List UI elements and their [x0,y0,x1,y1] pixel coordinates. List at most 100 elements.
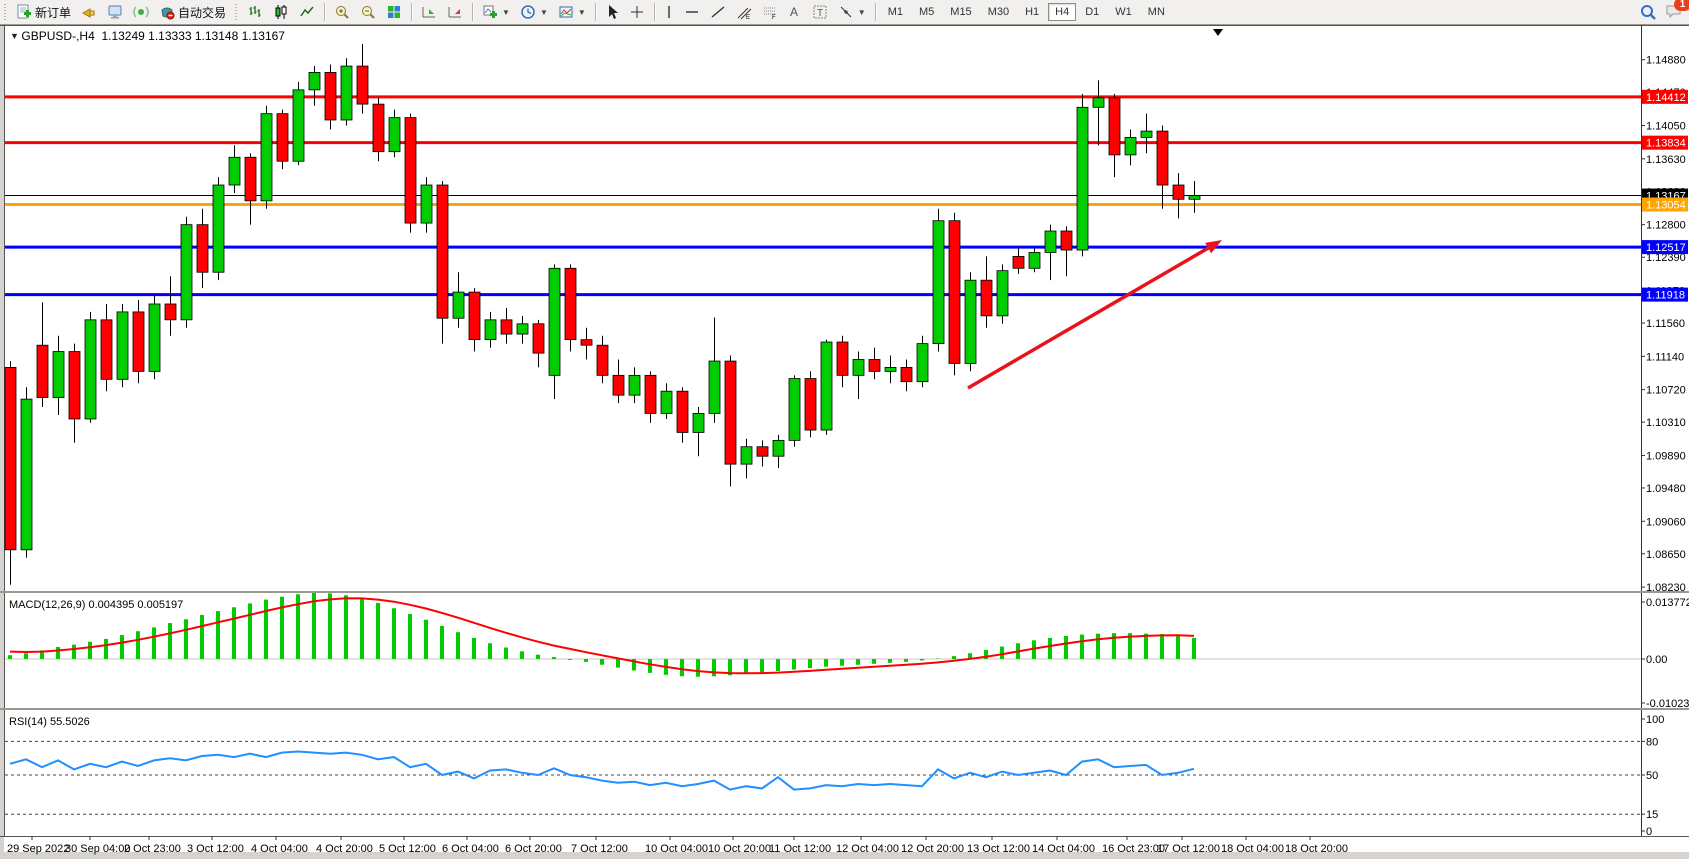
toolbar-drag-handle[interactable] [3,4,8,20]
macd-histogram-bar [712,659,716,677]
price-badge-label: 1.13834 [1646,138,1686,150]
price-badge-label: 1.11918 [1646,290,1685,302]
macd-histogram-bar [328,593,332,659]
macd-histogram-bar [1080,634,1084,659]
timeframe-w1-button[interactable]: W1 [1115,6,1132,18]
signals-button[interactable] [128,3,154,21]
macd-histogram-bar [1000,646,1004,659]
macd-tick-label: 0.00 [1646,654,1667,666]
search-icon[interactable] [1640,4,1657,21]
candle-body [244,156,257,202]
trendline-button[interactable] [705,3,731,21]
equidistant-channel-button[interactable]: E [731,3,757,21]
macd-histogram-bar [728,659,732,676]
macd-histogram-bar [616,659,620,668]
macd-histogram-bar [488,643,492,659]
line-chart-mode-button[interactable] [294,3,320,21]
candle-body [468,291,481,341]
macd-histogram-bar [696,659,700,677]
rsi-tick-label: 50 [1646,770,1658,782]
price-tick-label: 1.12390 [1646,252,1686,264]
candle-body [612,374,625,396]
notifications-button[interactable]: 1 [1665,0,1689,22]
date-label: 7 Oct 12:00 [571,843,628,855]
chart-window-body: 1.148801.144701.140501.136301.132201.128… [0,25,1689,859]
vertical-line-button[interactable] [659,3,679,21]
arrows-button[interactable]: ▼ [833,3,871,21]
timeframe-mn-button[interactable]: MN [1147,6,1165,18]
price-tick-label: 1.12800 [1646,220,1686,232]
price-badge [1642,89,1688,104]
candle-body [276,113,289,162]
svg-text:T: T [817,8,823,19]
terminal-button[interactable] [102,3,128,21]
announcement-button[interactable] [76,3,102,21]
macd-histogram-bar [520,651,524,659]
macd-histogram-bar [984,649,988,659]
toolbar-drag-handle[interactable] [234,4,240,20]
candle-body [388,117,401,153]
macd-histogram-bar [104,638,108,659]
candle-body [1108,97,1121,156]
text-label-button[interactable]: T [807,3,833,21]
indicators-button[interactable] [416,3,442,21]
bar-chart-mode-button[interactable] [242,3,268,21]
candle-body [1124,137,1137,156]
timeframe-h1-button[interactable]: H1 [1025,6,1040,18]
trend-arrow-line[interactable] [967,246,1210,390]
macd-histogram-bar [280,596,284,659]
bar-chart-mode-icon [249,6,261,17]
macd-histogram-bar [536,654,540,659]
chart-canvas[interactable]: 1.148801.144701.140501.136301.132201.128… [0,25,1689,859]
candle-body [116,311,129,380]
timeframe-m1-button[interactable]: M1 [887,6,903,18]
indicator-list-button[interactable] [442,3,468,21]
candle-body [1172,184,1185,200]
macd-histogram-bar [24,653,28,659]
timeframe-m15-button[interactable]: M15 [950,6,972,18]
chart-shift-marker[interactable] [1213,29,1223,36]
macd-histogram-bar [1128,633,1132,659]
macd-histogram-bar [264,599,268,659]
macd-histogram-bar [216,611,220,659]
date-label: 11 Oct 12:00 [769,843,831,855]
macd-histogram-bar [568,659,572,660]
macd-histogram-bar [952,656,956,659]
candle-body [676,390,689,433]
candle-body [164,303,177,321]
new-order-button[interactable]: 新订单 [11,3,76,21]
cursor-button[interactable] [600,3,624,21]
timeframe-m30-button[interactable]: M30 [987,6,1010,18]
timeframe-h4-button[interactable]: H4 [1048,3,1077,21]
auto-trading-button[interactable]: 自动交易 [154,3,231,21]
candle-body [52,351,65,398]
timeframe-d1-button[interactable]: D1 [1085,6,1100,18]
candle-chart-mode-button[interactable] [268,3,294,21]
macd-histogram-bar [312,592,316,659]
text-button[interactable]: A [783,3,807,21]
candle-body [4,367,17,551]
macd-tick-label: 0.013772 [1646,597,1689,609]
price-badge-label: 1.13054 [1646,200,1686,212]
macd-signal-line [9,597,1195,675]
date-label: 10 Oct 04:00 [645,843,708,855]
zoom-out-button[interactable] [355,3,381,21]
macd-histogram-bar [136,631,140,659]
new-order-label: 新订单 [35,5,72,20]
timeframe-presets-button[interactable]: ▼ [515,3,553,21]
new-chart-icon [483,5,498,18]
horizontal-line-button[interactable] [679,3,705,21]
macd-histogram-bar [40,650,44,659]
price-badge-label: 1.12517 [1646,242,1686,254]
macd-histogram-bar [392,608,396,659]
new-chart-button[interactable]: ▼ [477,3,515,21]
timeframe-m5-button[interactable]: M5 [919,6,935,18]
crosshair-button[interactable] [624,3,650,21]
trend-arrow-head [1205,240,1222,254]
tile-windows-button[interactable] [381,3,407,21]
chart-template-button[interactable]: ▼ [553,3,591,21]
zoom-in-button[interactable] [329,3,355,21]
fibonacci-button[interactable]: F [757,3,783,21]
price-tick-label: 1.14880 [1646,55,1686,67]
